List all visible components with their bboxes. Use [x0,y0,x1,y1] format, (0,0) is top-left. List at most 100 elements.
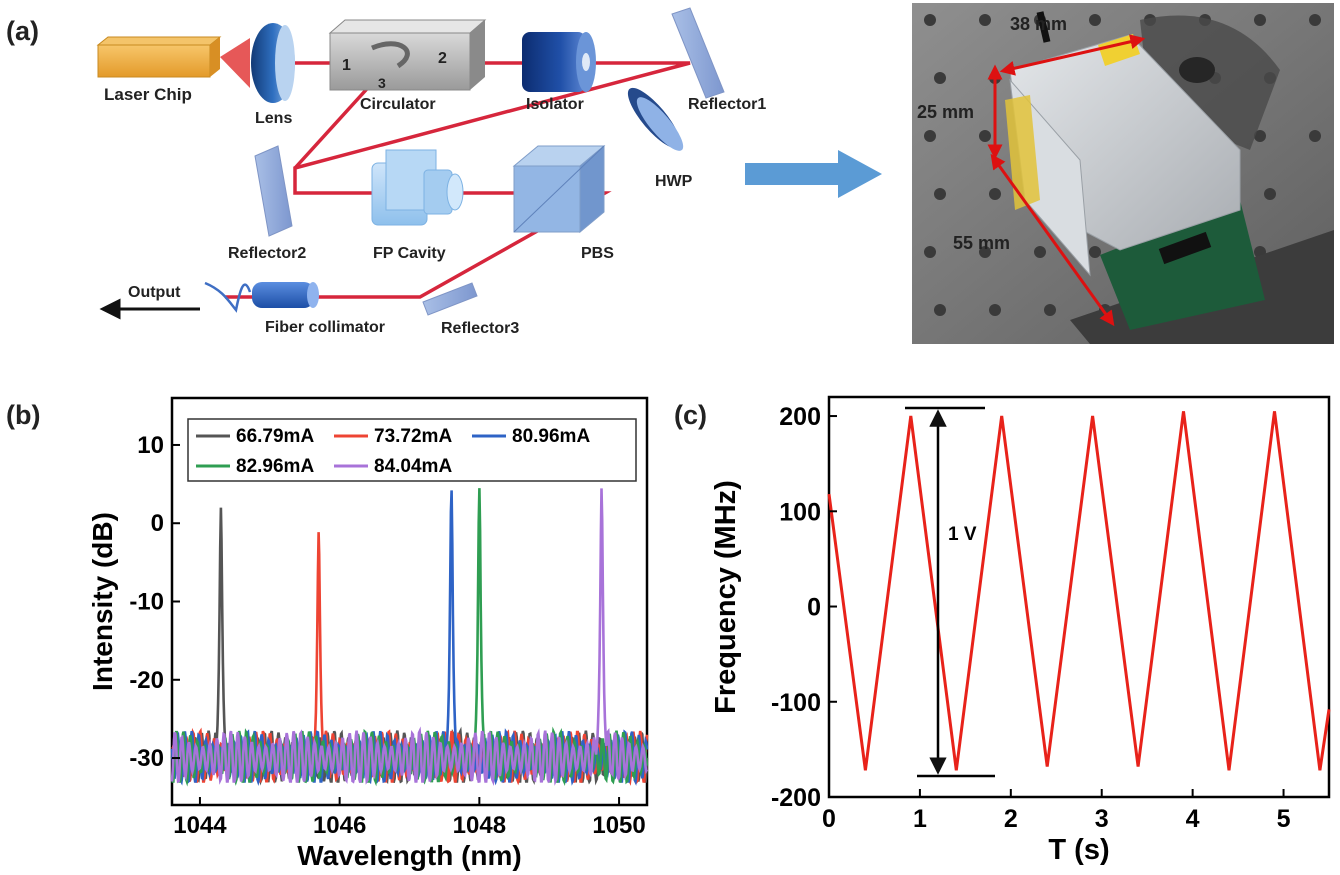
breadboard-hole [1264,188,1276,200]
breadboard-hole [934,188,946,200]
y-tick-label: -10 [129,589,164,616]
x-tick-label: 3 [1095,805,1109,833]
pbs-label: PBS [581,245,614,262]
voltage-annotation: 1 V [905,406,995,778]
reflector1-label: Reflector1 [688,96,766,113]
legend-entry: 80.96mA [512,426,590,447]
breadboard-hole [1089,246,1101,258]
legend-entry: 73.72mA [374,426,452,447]
x-axis-label: T (s) [1048,834,1109,866]
breadboard-hole [934,304,946,316]
isolator-label: Isolator [526,96,584,113]
hwp: HWP [627,87,693,190]
legend-entry: 82.96mA [236,456,314,477]
y-axis-label: Frequency (MHz) [710,480,742,714]
reflector1: Reflector1 [671,7,766,113]
panel-b: (b) 1044 1046 1048 1050 10 0 -10 -20 -30 Waveleng… [6,396,649,871]
breadboard-hole [924,130,936,142]
breadboard-hole [989,304,1001,316]
pbs: PBS [512,144,614,262]
dim-height-label: 25 mm [917,102,974,122]
legend-box [187,418,637,482]
laser-beams [225,61,691,299]
panel-a-label: (a) [6,16,39,46]
y-tick-label: -100 [771,689,821,717]
lens-label: Lens [255,110,292,127]
legend-entry: 66.79mA [236,426,314,447]
y-tick-label: -200 [771,784,821,812]
beam-path [225,61,691,299]
circulator-port2: 2 [438,50,447,67]
plot-frame [827,395,1331,799]
y-tick-label: 0 [807,594,821,622]
breadboard-hole [989,188,1001,200]
dim-width-label: 38 mm [1010,14,1067,34]
breadboard-hole [1309,130,1321,142]
fiber-collimator-label: Fiber collimator [265,319,385,336]
breadboard-hole [1309,14,1321,26]
panel-c-label: (c) [674,400,707,430]
panel-b-label: (b) [6,400,40,430]
output-arrow: Output [99,284,200,320]
y-tick-label: 100 [779,498,821,526]
breadboard-hole [979,14,991,26]
x-tick-label: 1050 [592,812,645,839]
reflector2-label: Reflector2 [228,245,306,262]
transition-arrow [745,150,882,198]
y-tick-label: 10 [137,432,164,459]
breadboard-hole [1044,304,1056,316]
spectrum-chart: 1044 1046 1048 1050 10 0 -10 -20 -30 Wavelength (… [87,396,649,871]
breadboard-hole [1254,14,1266,26]
laser-chip-label: Laser Chip [104,85,192,104]
breadboard-hole [1254,130,1266,142]
dim-length-label: 55 mm [953,233,1010,253]
legend-entry: 84.04mA [374,456,452,477]
panel-c: (c) 0 1 2 3 4 5 200 100 0 -100 -200 T (s) Frequency … [674,395,1331,866]
x-tick-label: 5 [1277,805,1291,833]
x-axis-label: Wavelength (nm) [297,840,522,871]
x-tick-label: 1048 [453,812,506,839]
series-line-84.04mA [170,488,649,787]
reflector2: Reflector2 [228,145,306,262]
reflector3: Reflector3 [422,282,519,337]
y-tick-label: -20 [129,667,164,694]
x-tick-label: 4 [1186,805,1200,833]
laser-emission-cone [220,38,250,88]
frequency-chart: 0 1 2 3 4 5 200 100 0 -100 -200 T (s) Frequency (MHz… [710,395,1331,866]
legend: 66.79mA 73.72mA 80.96mA 82.96mA 84.04mA [187,418,637,482]
y-tick-label: -30 [129,745,164,772]
x-tick-label: 0 [822,805,836,833]
pcb-board [1100,200,1265,330]
circulator-port1: 1 [342,57,351,74]
laser-chip: Laser Chip [96,36,250,104]
fiber-collimator: Fiber collimator [204,281,385,336]
y-tick-label: 0 [151,510,164,537]
x-tick-label: 1044 [173,812,227,839]
y-tick-label: 200 [779,403,821,431]
x-tick-label: 1 [913,805,927,833]
breadboard-hole [1089,14,1101,26]
circulator-label: Circulator [360,96,436,113]
breadboard-hole [1034,246,1046,258]
hwp-label: HWP [655,173,693,190]
panel-a: (a) Laser Chip Lens 1 2 3 [6,3,1334,344]
fp-cavity: FP Cavity [371,149,464,262]
beam-circulator-port3 [293,78,377,170]
frequency-series-line [827,411,1331,771]
y-axis-label: Intensity (dB) [87,512,118,691]
breadboard-hole [979,246,991,258]
reflector3-label: Reflector3 [441,320,519,337]
isolator: Isolator [522,32,596,113]
x-tick-label: 2 [1004,805,1018,833]
output-label: Output [128,284,181,301]
breadboard-hole [934,72,946,84]
breadboard-hole [979,130,991,142]
annotation-label: 1 V [948,524,977,545]
fp-cavity-label: FP Cavity [373,245,446,262]
x-tick-label: 1046 [313,812,366,839]
device-photo: 38 mm 25 mm 55 mm [912,3,1334,344]
breadboard-hole [924,14,936,26]
circulator: 1 2 3 Circulator [328,19,487,113]
circulator-port3: 3 [378,75,386,91]
